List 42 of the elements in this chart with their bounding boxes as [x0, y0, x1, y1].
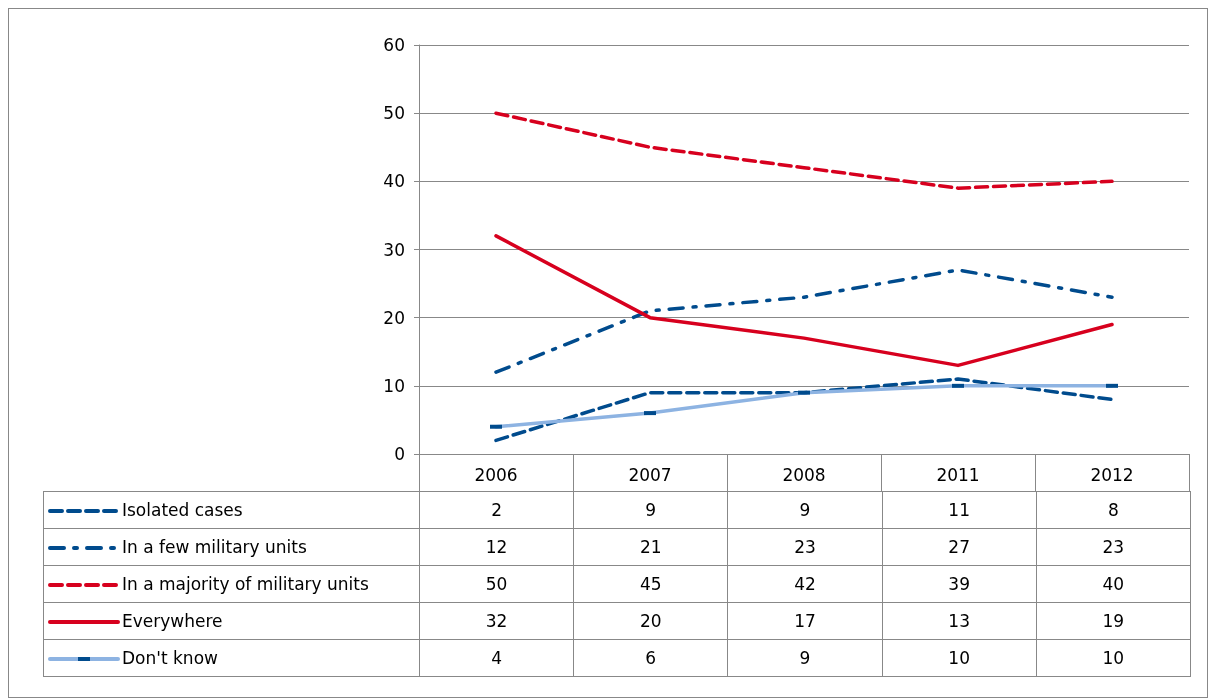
x-tick-label: 2008 — [782, 464, 826, 485]
data-label: 11 — [882, 491, 1037, 529]
data-label: 21 — [573, 528, 728, 566]
data-label: 9 — [727, 639, 883, 677]
data-label: 19 — [1036, 602, 1191, 640]
legend-label: In a few military units — [122, 537, 307, 557]
legend-label: Everywhere — [122, 611, 223, 631]
legend-label: Isolated cases — [122, 500, 243, 520]
data-label: 4 — [419, 639, 574, 677]
y-tick-label: 30 — [383, 239, 405, 260]
data-label: 2 — [419, 491, 574, 529]
data-label: 10 — [1036, 639, 1191, 677]
data-label: 27 — [882, 528, 1037, 566]
legend-label: Don't know — [122, 648, 218, 668]
data-label: 23 — [1036, 528, 1191, 566]
data-label: 50 — [419, 565, 574, 603]
data-label: 20 — [573, 602, 728, 640]
data-label: 42 — [727, 565, 883, 603]
y-tick-label: 10 — [383, 375, 405, 396]
data-label: 40 — [1036, 565, 1191, 603]
data-label: 13 — [882, 602, 1037, 640]
y-tick-label: 40 — [383, 171, 405, 192]
data-label: 9 — [573, 491, 728, 529]
x-tick-label: 2012 — [1090, 464, 1134, 485]
y-tick-label: 50 — [383, 103, 405, 124]
data-label: 10 — [882, 639, 1037, 677]
y-tick-label: 0 — [394, 444, 405, 464]
data-label: 12 — [419, 528, 574, 566]
legend-label: In a majority of military units — [122, 574, 369, 594]
data-label: 32 — [419, 602, 574, 640]
data-label: 17 — [727, 602, 883, 640]
data-label: 9 — [727, 491, 883, 529]
x-tick-label: 2011 — [936, 464, 980, 485]
x-tick-label: 2007 — [628, 464, 672, 485]
data-label: 45 — [573, 565, 728, 603]
data-label: 39 — [882, 565, 1037, 603]
data-label: 23 — [727, 528, 883, 566]
data-label: 6 — [573, 639, 728, 677]
x-tick-label: 2006 — [474, 464, 518, 485]
data-label: 8 — [1036, 491, 1191, 529]
y-tick-label: 20 — [383, 307, 405, 328]
y-tick-label: 60 — [383, 35, 405, 55]
